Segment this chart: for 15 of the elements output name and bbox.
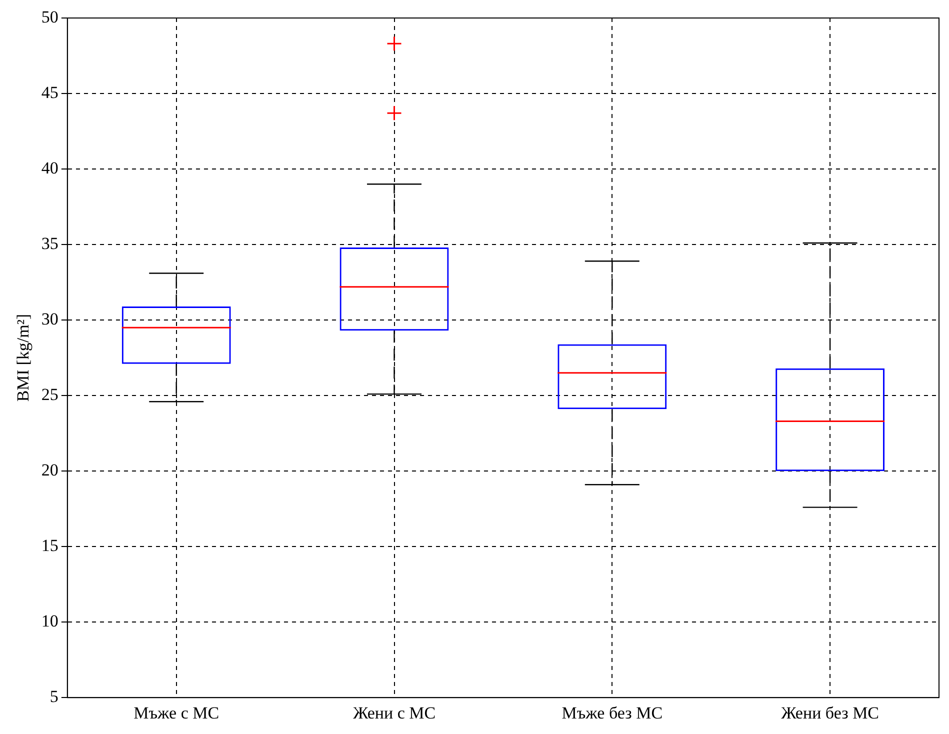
y-tick-label: 25 bbox=[41, 385, 58, 404]
x-tick-label: Мъже с МС bbox=[134, 703, 220, 722]
y-tick-label: 10 bbox=[41, 612, 58, 631]
y-tick-label: 35 bbox=[41, 234, 58, 253]
y-tick-label: 5 bbox=[50, 687, 58, 706]
x-tick-label: Жени без МС bbox=[781, 703, 880, 722]
y-tick-label: 45 bbox=[41, 82, 58, 102]
x-tick-label: Жени с МС bbox=[352, 703, 436, 722]
y-tick-label: 20 bbox=[41, 460, 58, 480]
y-tick-label: 40 bbox=[41, 158, 58, 178]
y-tick-label: 50 bbox=[41, 7, 58, 26]
x-tick-label: Мъже без МС bbox=[562, 703, 663, 722]
y-tick-label: 30 bbox=[41, 310, 58, 329]
y-tick-label: 15 bbox=[41, 536, 58, 556]
y-axis-title: BMI [kg/m²] bbox=[14, 314, 33, 402]
